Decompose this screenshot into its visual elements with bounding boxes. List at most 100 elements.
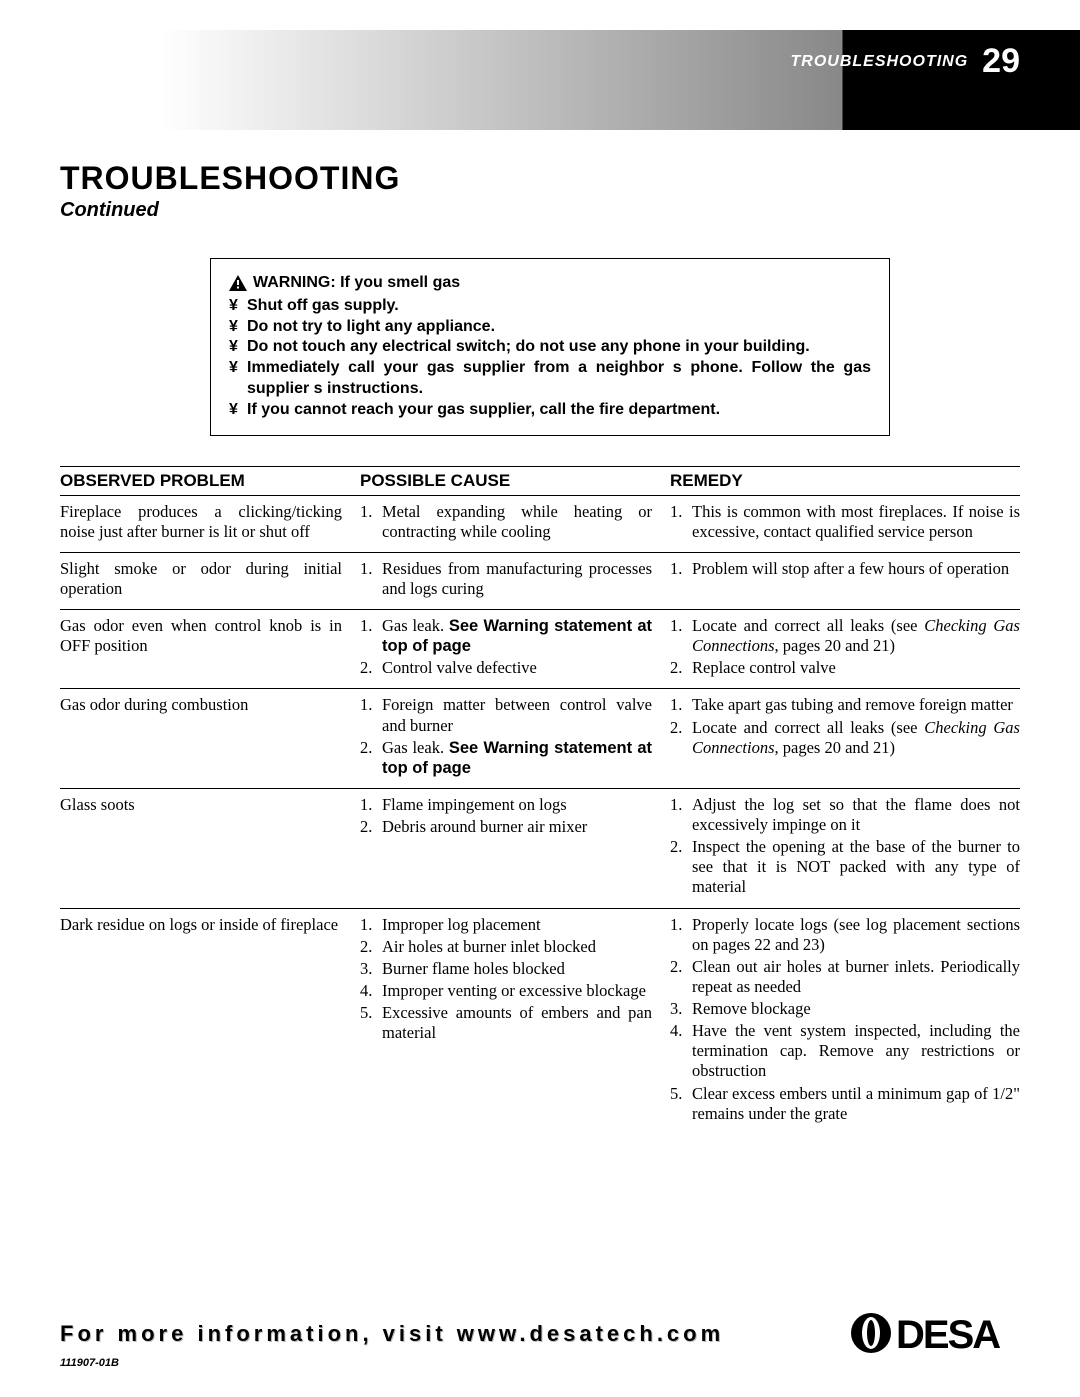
- cause-text: Improper log placement: [382, 915, 652, 935]
- possible-cause-cell: 1.Gas leak. See Warning statement at top…: [360, 616, 670, 680]
- remedy-text: Replace control valve: [692, 658, 1020, 678]
- list-number: 2.: [360, 738, 382, 778]
- observed-problem-cell: Gas odor during combustion: [60, 695, 360, 780]
- list-number: 1.: [670, 915, 692, 955]
- cause-item: 1.Improper log placement: [360, 915, 652, 935]
- remedy-item: 1.Take apart gas tubing and remove forei…: [670, 695, 1020, 715]
- remedy-item: 2.Clean out air holes at burner inlets. …: [670, 957, 1020, 997]
- remedy-item: 5.Clear excess embers until a minimum ga…: [670, 1084, 1020, 1124]
- remedy-text: Clear excess embers until a minimum gap …: [692, 1084, 1020, 1124]
- cause-text: Improper venting or excessive blockage: [382, 981, 652, 1001]
- list-number: 2.: [670, 837, 692, 897]
- observed-problem-cell: Glass soots: [60, 795, 360, 900]
- cause-list: 1.Gas leak. See Warning statement at top…: [360, 616, 652, 678]
- remedy-list: 1.Locate and correct all leaks (see Chec…: [670, 616, 1020, 678]
- cause-item: 2.Debris around burner air mixer: [360, 817, 652, 837]
- table-row: Dark residue on logs or inside of firepl…: [60, 909, 1020, 1134]
- cause-list: 1.Improper log placement2.Air holes at b…: [360, 915, 652, 1044]
- warning-bullet-list: ¥Shut off gas supply.¥Do not try to ligh…: [229, 296, 871, 421]
- cause-text: Foreign matter between control valve and…: [382, 695, 652, 735]
- remedy-cell: 1.Take apart gas tubing and remove forei…: [670, 695, 1020, 780]
- cause-text: Gas leak. See Warning statement at top o…: [382, 616, 652, 656]
- remedy-cell: 1.Properly locate logs (see log placemen…: [670, 915, 1020, 1126]
- list-number: 5.: [670, 1084, 692, 1124]
- remedy-text: Locate and correct all leaks (see Checki…: [692, 718, 1020, 758]
- remedy-list: 1.This is common with most fireplaces. I…: [670, 502, 1020, 542]
- document-id: 111907-01B: [60, 1357, 119, 1369]
- list-number: 1.: [360, 502, 382, 542]
- list-number: 1.: [670, 502, 692, 542]
- warning-bullet-item: ¥Do not touch any electrical switch; do …: [229, 337, 871, 358]
- table-row: Glass soots1.Flame impingement on logs2.…: [60, 789, 1020, 909]
- remedy-text: Properly locate logs (see log placement …: [692, 915, 1020, 955]
- remedy-text: Adjust the log set so that the flame doe…: [692, 795, 1020, 835]
- running-header: TROUBLESHOOTING 29: [791, 42, 1021, 81]
- cause-text: Air holes at burner inlet blocked: [382, 937, 652, 957]
- page-number: 29: [982, 42, 1020, 81]
- desa-logo: DESA: [850, 1312, 1020, 1359]
- page-title: TROUBLESHOOTING: [60, 160, 1020, 197]
- cause-text: Gas leak. See Warning statement at top o…: [382, 738, 652, 778]
- col-header-cause: POSSIBLE CAUSE: [360, 471, 670, 491]
- observed-problem-cell: Slight smoke or odor during initial oper…: [60, 559, 360, 601]
- list-number: 1.: [670, 795, 692, 835]
- cause-item: 4.Improper venting or excessive blockage: [360, 981, 652, 1001]
- table-row: Gas odor during combustion1.Foreign matt…: [60, 689, 1020, 789]
- possible-cause-cell: 1.Improper log placement2.Air holes at b…: [360, 915, 670, 1126]
- warning-box: WARNING: If you smell gas ¥Shut off gas …: [210, 258, 890, 436]
- list-number: 2.: [670, 957, 692, 997]
- warning-triangle-icon: [229, 275, 247, 291]
- page-body: TROUBLESHOOTING Continued WARNING: If yo…: [60, 0, 1020, 1134]
- list-number: 3.: [360, 959, 382, 979]
- cause-item: 3.Burner flame holes blocked: [360, 959, 652, 979]
- running-header-title: TROUBLESHOOTING: [791, 53, 969, 71]
- cause-item: 1.Foreign matter between control valve a…: [360, 695, 652, 735]
- remedy-text: Locate and correct all leaks (see Checki…: [692, 616, 1020, 656]
- warning-bullet-text: If you cannot reach your gas supplier, c…: [247, 400, 871, 421]
- remedy-cell: 1.Adjust the log set so that the flame d…: [670, 795, 1020, 900]
- list-number: 2.: [360, 937, 382, 957]
- continued-label: Continued: [60, 199, 1020, 222]
- cause-list: 1.Metal expanding while heating or contr…: [360, 502, 652, 542]
- warning-bullet-text: Immediately call your gas supplier from …: [247, 358, 871, 400]
- table-header-row: OBSERVED PROBLEM POSSIBLE CAUSE REMEDY: [60, 466, 1020, 496]
- cause-item: 2.Control valve defective: [360, 658, 652, 678]
- bullet-char: ¥: [229, 400, 247, 421]
- list-number: 2.: [360, 658, 382, 678]
- cause-text: Metal expanding while heating or contrac…: [382, 502, 652, 542]
- cause-item: 1.Flame impingement on logs: [360, 795, 652, 815]
- possible-cause-cell: 1.Metal expanding while heating or contr…: [360, 502, 670, 544]
- cause-item: 1.Residues from manufacturing processes …: [360, 559, 652, 599]
- warning-bullet-item: ¥Immediately call your gas supplier from…: [229, 358, 871, 400]
- remedy-item: 2.Replace control valve: [670, 658, 1020, 678]
- warning-bullet-item: ¥If you cannot reach your gas supplier, …: [229, 400, 871, 421]
- remedy-text: Take apart gas tubing and remove foreign…: [692, 695, 1020, 715]
- remedy-cell: 1.This is common with most fireplaces. I…: [670, 502, 1020, 544]
- list-number: 1.: [360, 559, 382, 599]
- bullet-char: ¥: [229, 337, 247, 358]
- possible-cause-cell: 1.Residues from manufacturing processes …: [360, 559, 670, 601]
- warning-bullet-item: ¥Do not try to light any appliance.: [229, 317, 871, 338]
- list-number: 1.: [360, 915, 382, 935]
- list-number: 1.: [360, 795, 382, 815]
- footer-info-line: For more information, visit www.desatech…: [60, 1321, 724, 1346]
- remedy-item: 2.Inspect the opening at the base of the…: [670, 837, 1020, 897]
- warning-heading: WARNING: If you smell gas: [229, 273, 871, 294]
- remedy-text: This is common with most fireplaces. If …: [692, 502, 1020, 542]
- table-body: Fireplace produces a clicking/ticking no…: [60, 496, 1020, 1134]
- remedy-item: 1.Properly locate logs (see log placemen…: [670, 915, 1020, 955]
- cause-item: 2.Gas leak. See Warning statement at top…: [360, 738, 652, 778]
- list-number: 5.: [360, 1003, 382, 1043]
- cause-list: 1.Residues from manufacturing processes …: [360, 559, 652, 599]
- warning-lead-text: WARNING: If you smell gas: [253, 273, 460, 294]
- list-number: 4.: [670, 1021, 692, 1081]
- bullet-char: ¥: [229, 296, 247, 317]
- list-number: 2.: [360, 817, 382, 837]
- remedy-item: 1.Problem will stop after a few hours of…: [670, 559, 1020, 579]
- cause-item: 1.Metal expanding while heating or contr…: [360, 502, 652, 542]
- remedy-cell: 1.Problem will stop after a few hours of…: [670, 559, 1020, 601]
- remedy-list: 1.Adjust the log set so that the flame d…: [670, 795, 1020, 898]
- warning-bullet-item: ¥Shut off gas supply.: [229, 296, 871, 317]
- cause-item: 5.Excessive amounts of embers and pan ma…: [360, 1003, 652, 1043]
- remedy-item: 1.This is common with most fireplaces. I…: [670, 502, 1020, 542]
